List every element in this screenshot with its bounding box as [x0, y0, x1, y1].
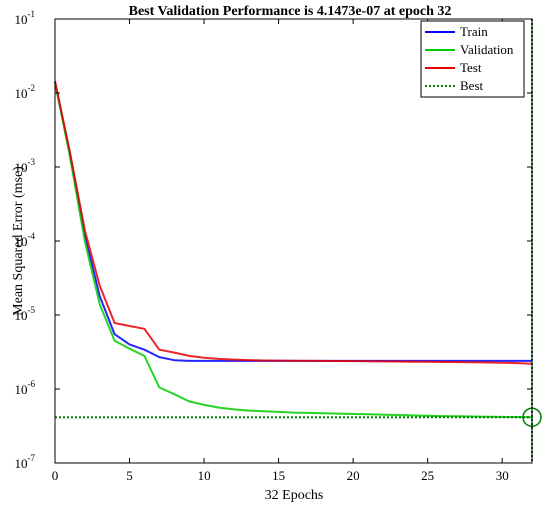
chart-title: Best Validation Performance is 4.1473e-0… — [129, 4, 452, 19]
y-tick-label: 10-5 — [15, 305, 36, 323]
y-tick-label: 10-7 — [15, 453, 36, 471]
x-tick-label: 0 — [52, 468, 59, 483]
y-tick-label: 10-3 — [15, 157, 36, 175]
legend-box — [420, 20, 525, 98]
series-line-train — [54, 81, 532, 362]
legend-label-train: Train — [460, 24, 488, 39]
x-tick-label: 5 — [126, 468, 133, 483]
x-tick-label: 30 — [496, 468, 509, 483]
x-tick-label: 15 — [272, 468, 285, 483]
legend-label-best: Best — [460, 78, 484, 93]
x-tick-label: 10 — [198, 468, 211, 483]
y-tick-label: 10-4 — [15, 231, 36, 249]
legend-label-validation: Validation — [460, 42, 514, 57]
series-line-validation — [54, 82, 533, 419]
legend-label-test: Test — [460, 60, 482, 75]
y-tick-label: 10-6 — [15, 379, 36, 397]
x-axis-label: 32 Epochs — [265, 488, 324, 503]
y-axis-label: Mean Squared Error (mse) — [11, 166, 26, 316]
y-tick-label: 10-2 — [15, 83, 36, 101]
y-tick-label: 10-1 — [15, 9, 36, 27]
series-layer — [54, 80, 533, 419]
legend: Train Validation Test Best — [420, 20, 525, 98]
x-tick-label: 20 — [347, 468, 360, 483]
x-tick-label: 25 — [421, 468, 434, 483]
series-line-test — [54, 80, 533, 365]
